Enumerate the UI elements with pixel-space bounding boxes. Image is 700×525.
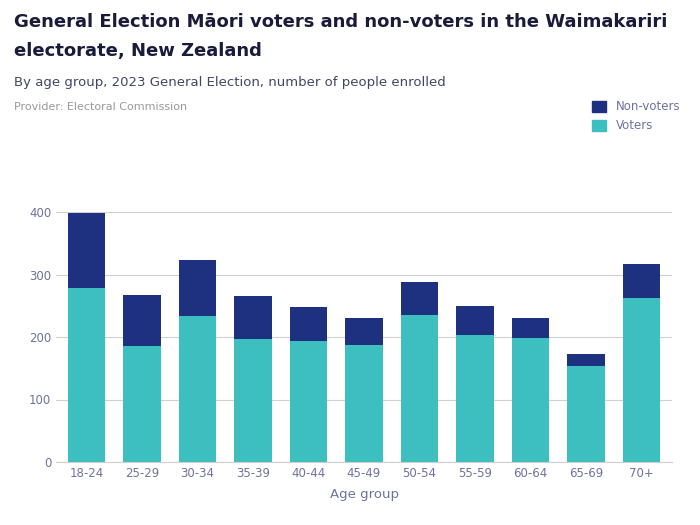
Bar (400, 315, 438, 462)
Bar (290, 341, 328, 462)
Bar (68, 213, 106, 288)
Bar (512, 338, 550, 462)
Bar (123, 295, 161, 346)
Bar (68, 288, 106, 462)
Bar (456, 307, 494, 334)
Bar (234, 339, 272, 462)
Bar (622, 264, 660, 298)
Bar (512, 318, 550, 338)
Bar (567, 354, 605, 366)
Bar (178, 317, 216, 462)
Bar (123, 346, 161, 462)
Bar (290, 307, 328, 341)
Text: By age group, 2023 General Election, number of people enrolled: By age group, 2023 General Election, num… (14, 76, 446, 89)
Bar (345, 345, 383, 462)
Bar (178, 260, 216, 317)
Bar (234, 297, 272, 339)
X-axis label: Age group: Age group (330, 488, 398, 501)
Legend: Non-voters, Voters: Non-voters, Voters (592, 100, 680, 132)
Bar (622, 298, 660, 462)
Bar (456, 334, 494, 462)
Bar (400, 282, 438, 315)
Bar (567, 366, 605, 462)
Text: figure.nz: figure.nz (582, 23, 657, 38)
Bar (345, 318, 383, 345)
Text: Provider: Electoral Commission: Provider: Electoral Commission (14, 102, 187, 112)
Text: electorate, New Zealand: electorate, New Zealand (14, 42, 262, 60)
Text: General Election Māori voters and non-voters in the Waimakariri: General Election Māori voters and non-vo… (14, 13, 667, 31)
